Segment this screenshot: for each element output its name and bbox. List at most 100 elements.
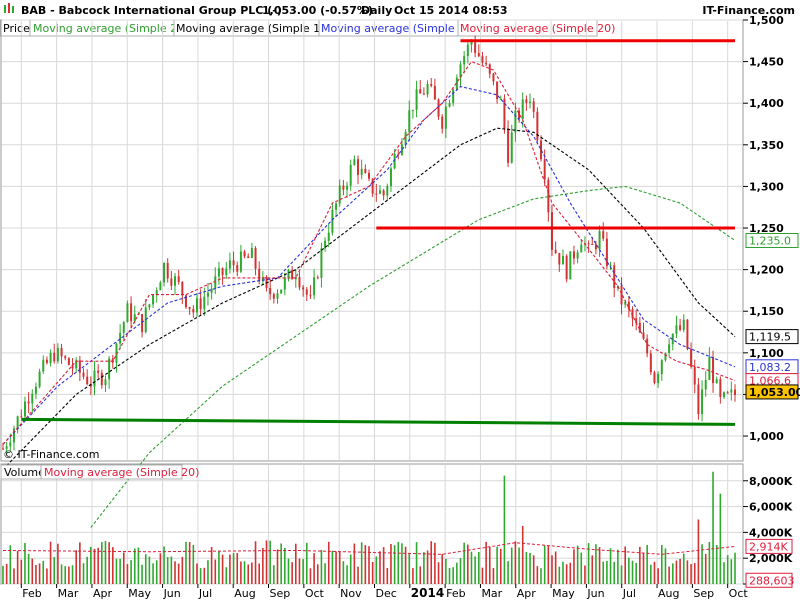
candle-body [389, 168, 392, 187]
candle-body [302, 287, 305, 290]
time-tick-label: Aug [234, 587, 255, 600]
candle-body [470, 41, 473, 45]
badge-ma200-label: 1,235.0 [749, 235, 791, 248]
time-tick-label: Apr [517, 587, 537, 600]
candle-body [206, 292, 209, 297]
candle-body [627, 301, 630, 310]
ma20-line [2, 60, 736, 445]
candle-body [133, 314, 136, 322]
candle-body [23, 401, 26, 417]
candle-body [499, 98, 502, 100]
price-tick-label: 1,400 [749, 97, 784, 110]
candle-body [100, 372, 103, 386]
chart-title: BAB - Babcock International Group PLC (-… [21, 4, 282, 17]
candle-body [166, 262, 169, 279]
candle-body [163, 262, 166, 283]
candle-body [481, 56, 484, 63]
candle-body [280, 289, 283, 294]
candle-body [122, 322, 125, 333]
candle-body [708, 357, 711, 380]
candle-body [419, 89, 422, 94]
candle-body [514, 110, 517, 133]
candle-body [474, 41, 477, 53]
candle-body [335, 203, 338, 210]
candle-body [371, 178, 374, 194]
date-time: Oct 15 2014 08:53 [394, 4, 508, 17]
legend-ma200: Moving average (Simple 200) [33, 22, 195, 35]
candle-body [576, 252, 579, 259]
candle-body [177, 276, 180, 282]
time-tick-label: Aug [658, 587, 679, 600]
time-tick-label: Jul [198, 587, 212, 600]
candle-body [704, 379, 707, 390]
candle-body [192, 308, 195, 313]
candle-body [551, 212, 553, 250]
candle-body [250, 247, 253, 258]
candle-body [232, 260, 235, 266]
candle-body [397, 154, 400, 156]
candle-body [400, 144, 403, 155]
legend-ma100: Moving average (Simple 100) [176, 22, 338, 35]
candle-body [642, 332, 645, 339]
volume-badge-box [745, 572, 793, 588]
candle-body [364, 168, 367, 173]
ma200-line [90, 185, 736, 528]
candle-body [342, 185, 345, 190]
candle-body [320, 248, 323, 278]
candle-body [697, 384, 700, 414]
candle-body [463, 56, 466, 65]
candle-body [408, 110, 411, 133]
candle-body [635, 318, 638, 323]
candle-body [411, 109, 414, 111]
candle-body [228, 260, 231, 269]
volume-ma20-line [2, 542, 736, 555]
candle-body [518, 110, 521, 120]
candle-body [437, 99, 440, 117]
volume-legend-volume: Volume [4, 466, 45, 479]
candle-body [631, 309, 634, 319]
badge-ma100-label: 1,119.5 [749, 331, 791, 344]
candle-body [543, 159, 546, 180]
candle-body [547, 179, 550, 213]
candle-body [349, 164, 352, 186]
price-tick-label: 1,500 [749, 14, 784, 27]
candle-body [569, 251, 572, 280]
candle-body [682, 319, 685, 330]
candle-body [415, 89, 418, 110]
candle-body [565, 256, 568, 280]
candle-body [353, 159, 356, 165]
time-tick-label: Sep [693, 587, 714, 600]
candle-body [485, 62, 488, 65]
candle-body [723, 392, 726, 398]
volume-badge-box [745, 538, 793, 554]
price-tick-label: 1,300 [749, 180, 784, 193]
candle-body [660, 360, 663, 375]
candle-body [653, 372, 656, 383]
axes: 1,000 1,100 1,150 1,200 1,250 1,300 1,350 1,400… [20, 14, 793, 600]
candle-body [386, 186, 389, 196]
candle-body [53, 352, 56, 362]
candle-body [86, 376, 89, 385]
volume-legend-ma20: Moving average (Simple 20) [44, 466, 199, 479]
badge-ma20-label: 1,066.6 [749, 375, 791, 388]
candle-body [174, 276, 177, 286]
time-tick-label: May [552, 587, 575, 600]
candle-body [305, 289, 308, 295]
candle-body [719, 379, 722, 398]
price-change: 1,053.00 (-0.57%) [262, 4, 373, 17]
candle-body [357, 159, 360, 175]
candle-body [459, 64, 462, 78]
price-tick-label: 1,200 [749, 264, 784, 277]
candle-body [93, 370, 96, 387]
candle-body [715, 379, 718, 384]
candle-body [444, 106, 447, 129]
candle-body [221, 268, 224, 275]
candle-body [532, 101, 535, 112]
candle-body [119, 332, 122, 344]
candle-body [283, 277, 286, 290]
candle-body [455, 77, 458, 90]
candle-body [294, 277, 297, 280]
candle-body [214, 276, 217, 289]
candle-body [587, 243, 590, 245]
candle-body [496, 81, 499, 100]
